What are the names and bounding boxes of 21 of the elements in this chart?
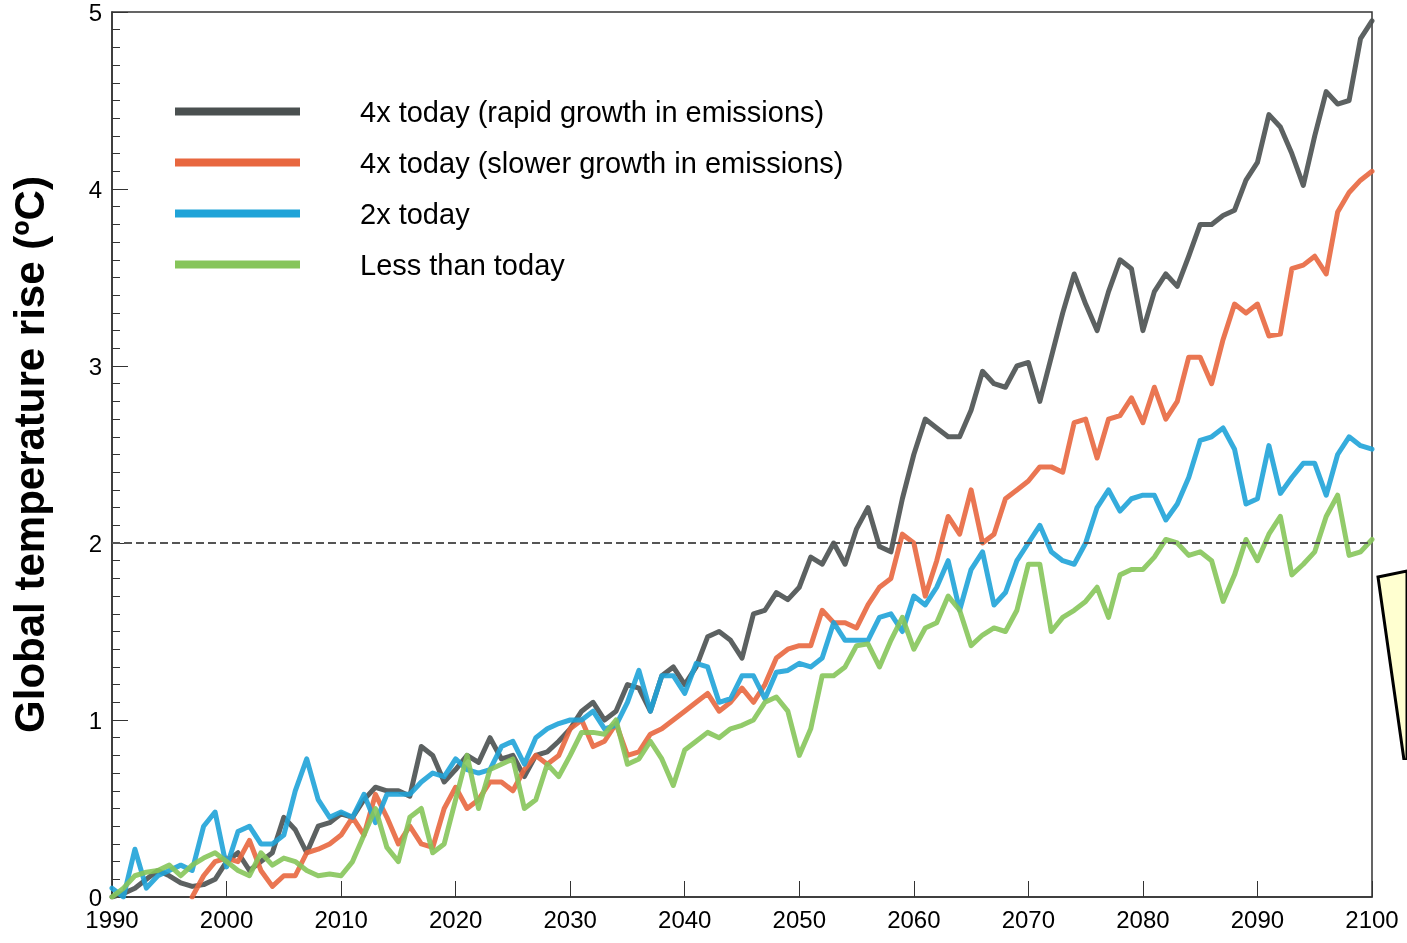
- x-tick-label: 2050: [772, 905, 826, 933]
- y-tick-label: 4: [88, 175, 102, 203]
- legend-label: 4x today (rapid growth in emissions): [360, 95, 825, 128]
- x-tick-label: 2060: [887, 905, 941, 933]
- x-tick-label: 2080: [1116, 905, 1170, 933]
- legend-label: Less than today: [360, 248, 566, 281]
- y-axis-title: Global temperature rise (ºC): [5, 176, 53, 733]
- legend-label: 2x today: [360, 197, 471, 230]
- x-tick-label: 2100: [1345, 905, 1399, 933]
- x-tick-label: 2070: [1001, 905, 1056, 933]
- x-tick-label: 2000: [199, 905, 254, 933]
- legend-label: 4x today (slower growth in emissions): [360, 146, 844, 179]
- x-tick-label: 2030: [543, 905, 597, 933]
- y-tick-label: 2: [88, 529, 102, 557]
- x-tick-label: 2010: [314, 905, 368, 933]
- y-tick-label: 3: [88, 352, 102, 380]
- x-tick-label: 2040: [658, 905, 712, 933]
- x-tick-label: 2090: [1230, 905, 1285, 933]
- x-tick-label: 2020: [428, 905, 483, 933]
- y-tick-label: 5: [88, 0, 102, 26]
- y-tick-label: 1: [88, 706, 102, 734]
